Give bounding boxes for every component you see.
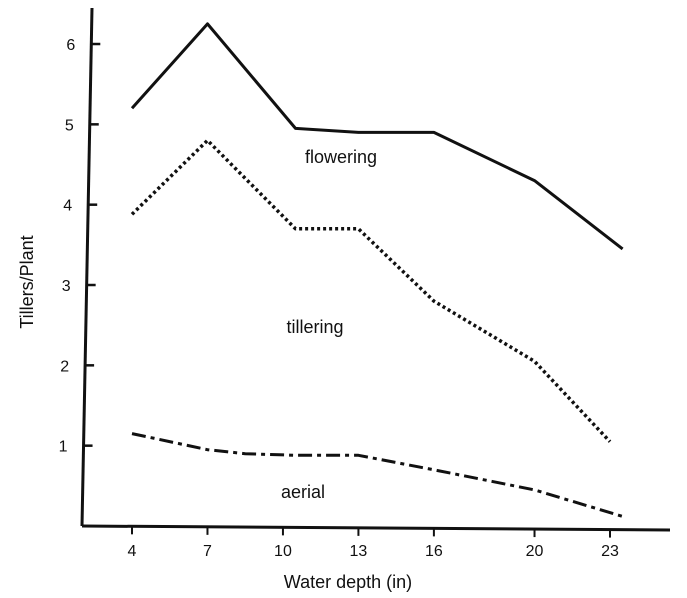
series-lines: [130, 22, 624, 518]
series-label-flowering: flowering: [305, 147, 377, 167]
x-tick-label: 23: [601, 543, 619, 560]
x-tick-label: 7: [203, 543, 212, 560]
x-tick-label: 4: [128, 543, 137, 560]
x-tick-label: 10: [274, 543, 292, 560]
series-line-tillering: [130, 138, 612, 443]
x-axis-title: Water depth (in): [284, 572, 412, 592]
y-tick-label: 1: [59, 439, 68, 456]
x-tick-label: 20: [526, 543, 544, 560]
y-axis-line: [80, 7, 94, 527]
series-line-flowering: [130, 22, 624, 251]
x-axis-line: [81, 524, 671, 532]
x-tick-label: 16: [425, 543, 443, 560]
axes: [80, 7, 671, 532]
y-tick-label: 3: [62, 278, 71, 295]
y-tick-label: 4: [63, 198, 72, 215]
series-label-aerial: aerial: [281, 482, 325, 502]
y-tick-label: 5: [65, 117, 74, 134]
series-labels: flowering tillering aerial: [281, 147, 377, 502]
y-tick-label: 2: [60, 358, 69, 375]
series-line-aerial: [131, 432, 624, 518]
x-tick-label: 13: [350, 543, 368, 560]
y-axis-title: Tillers/Plant: [17, 235, 37, 328]
series-label-tillering: tillering: [286, 317, 343, 337]
y-tick-label: 6: [66, 37, 75, 54]
